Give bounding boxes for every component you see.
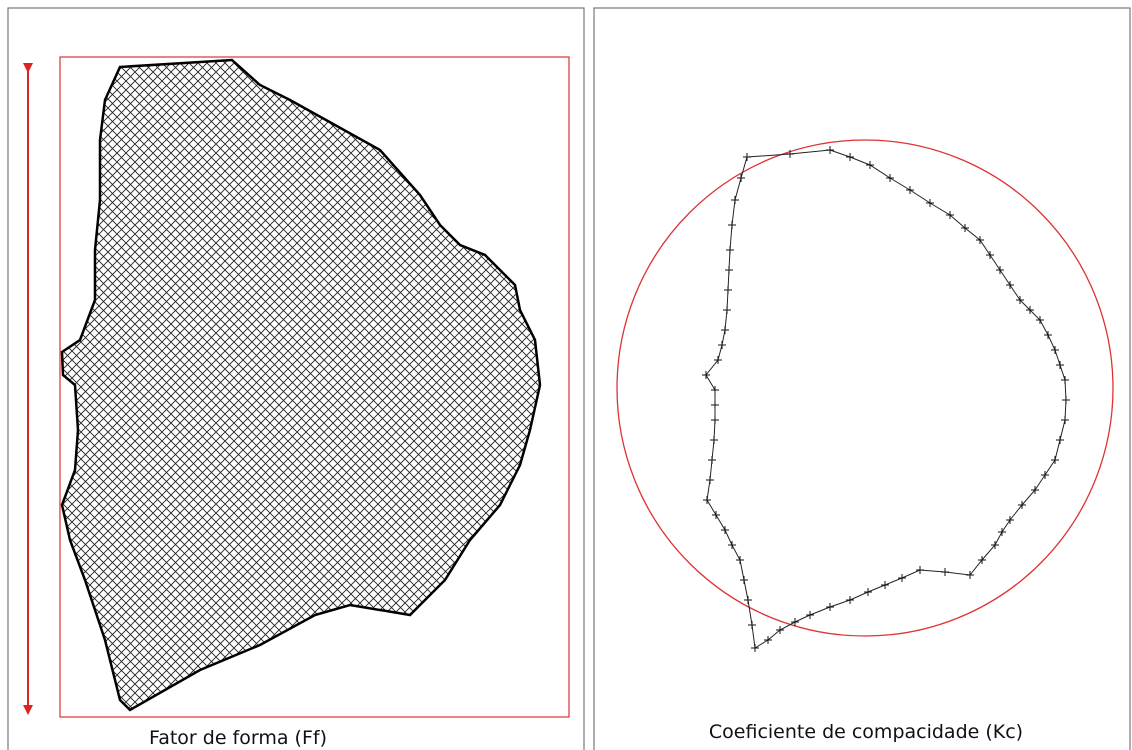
panel-border <box>7 7 585 750</box>
caption: Fator de forma (Ff) <box>149 727 327 749</box>
basin-shape <box>60 58 542 712</box>
caption: Coeficiente de compacidade (Kc) <box>709 721 1023 743</box>
right-panel: Coeficiente de compacidade (Kc) <box>593 7 1131 750</box>
panel-border <box>593 7 1131 750</box>
basin-outline <box>706 150 1066 648</box>
equivalent-circle <box>616 139 1114 637</box>
bounding-rect <box>59 56 570 718</box>
left-panel: Fator de forma (Ff) <box>7 7 585 750</box>
